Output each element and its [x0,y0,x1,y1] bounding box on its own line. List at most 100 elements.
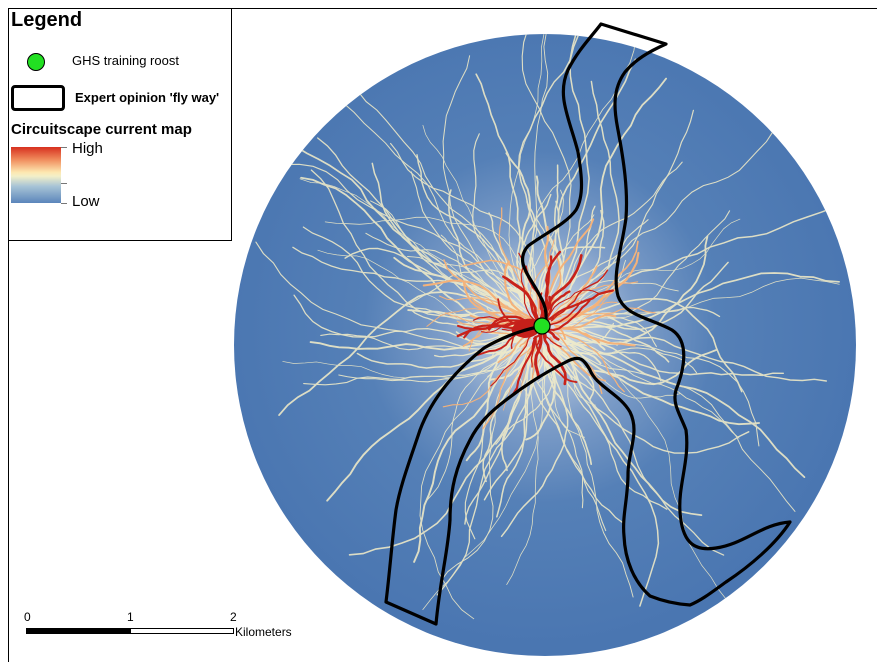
current-path [559,331,618,346]
current-path [554,301,618,319]
current-path [561,335,806,478]
current-path [536,335,541,346]
current-path [542,333,567,386]
current-path [556,341,703,516]
current-path [546,336,562,348]
flyway-polygon [384,22,792,626]
roost-point-icon [27,53,45,71]
current-path [531,342,539,383]
current-path [442,55,525,310]
current-path [546,290,571,317]
roost-point-icon [533,317,551,335]
current-path [490,332,533,387]
scale-tick-1: 1 [127,610,134,624]
current-path [326,333,521,502]
scale-unit: Kilometers [235,625,292,639]
current-path [550,130,775,305]
current-path [422,354,546,610]
current-path [564,339,662,382]
current-path [500,353,569,538]
current-path [554,332,625,393]
scale-bar: 0 1 2 Kilometers [24,610,324,650]
current-path [562,219,649,310]
current-path [497,333,530,364]
ramp-high-label: High [72,140,103,157]
current-paths-low [255,34,856,620]
current-path [302,85,529,309]
current-path [560,272,840,330]
ramp-tick [61,183,67,184]
current-path [553,314,617,330]
scale-segment-black [26,628,130,634]
roost-label: GHS training roost [72,53,179,68]
current-path [521,34,572,308]
current-path [561,277,840,321]
current-path [508,34,555,303]
current-path [410,309,516,334]
current-path [567,306,721,323]
current-path [552,307,656,323]
scale-segment-white [130,628,234,634]
current-path [505,277,539,320]
current-path [550,269,609,322]
legend-title: Legend [11,9,83,31]
current-path [554,161,683,305]
current-path [566,192,856,316]
current-path [464,347,535,525]
current-path [442,343,534,408]
current-path [552,350,660,607]
current-path [505,152,531,302]
current-path [549,352,593,391]
current-color-ramp [11,147,61,203]
current-path [506,350,539,585]
scale-tick-0: 0 [24,610,31,624]
current-map-title: Circuitscape current map [11,121,192,138]
ramp-tick [61,203,67,204]
current-path [324,216,536,300]
current-path [422,279,528,320]
flyway-polygon-icon [11,85,65,111]
current-path [309,335,522,351]
current-path [546,316,555,321]
current-path [365,232,523,309]
current-path [551,34,597,307]
current-path [534,332,543,380]
current-path [426,308,524,328]
current-path [300,176,514,324]
current-path [410,171,526,302]
current-path [556,322,615,346]
current-path [547,299,591,332]
current-path [317,137,516,322]
current-path [482,344,533,483]
current-path [299,178,520,309]
current-path [472,133,534,307]
current-path [503,260,532,319]
current-path [483,349,545,501]
current-path [550,343,725,556]
current-path [518,352,529,398]
current-path [507,335,537,400]
legend-panel: Legend GHS training roost Expert opinion… [8,8,232,241]
current-path [404,269,535,307]
current-path [426,345,522,501]
current-path [465,336,522,462]
study-area-circle [234,34,856,656]
ramp-low-label: Low [72,193,100,210]
current-path [302,226,512,326]
current-path [568,326,828,382]
current-path [534,336,578,384]
current-path [356,341,527,369]
current-path [555,346,595,401]
current-path [561,339,698,374]
current-path [546,329,560,341]
current-path [544,250,562,318]
flyway-label: Expert opinion 'fly way' [75,90,220,105]
current-path [547,289,600,319]
current-path [540,295,552,322]
map-frame [8,8,877,662]
current-path [553,351,634,598]
current-path [559,337,761,426]
current-path [475,73,531,306]
current-path [547,300,583,327]
